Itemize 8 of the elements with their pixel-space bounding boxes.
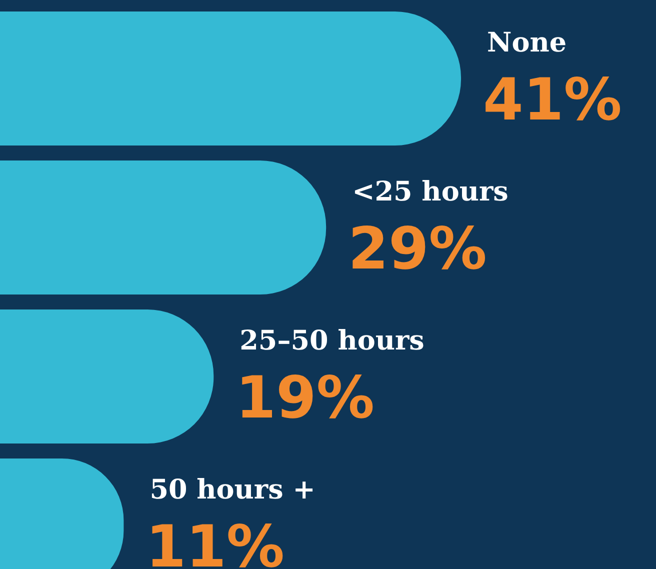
y-tick-label: None: [487, 27, 567, 58]
y-tick-label: <25 hours: [352, 176, 508, 208]
y-tick-label: 25–50 hours: [240, 325, 424, 356]
data-label: 29%: [348, 214, 487, 282]
y-tick-label: 50 hours +: [150, 474, 316, 506]
data-label: 41%: [483, 65, 622, 134]
data-label: 19%: [236, 363, 374, 432]
data-label: 11%: [146, 512, 285, 569]
